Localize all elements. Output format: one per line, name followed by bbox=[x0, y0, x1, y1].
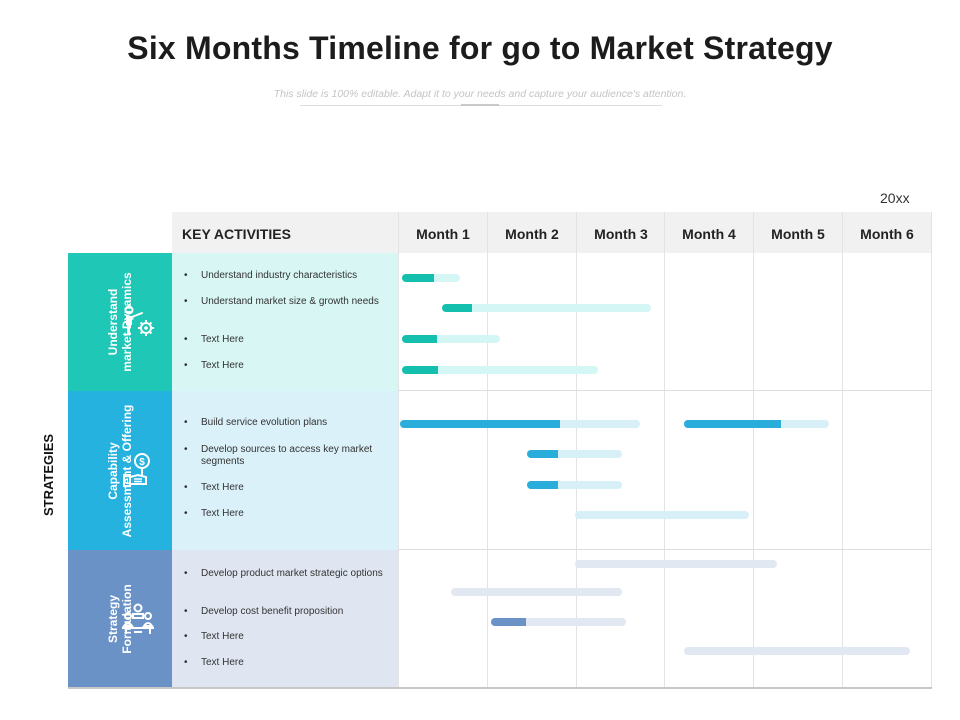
gantt-bar bbox=[683, 420, 829, 428]
grid-line bbox=[842, 212, 843, 688]
activity-item: • Understand market size & growth needs bbox=[184, 296, 391, 308]
gantt-bar bbox=[683, 647, 911, 655]
activity-item: • Understand industry characteristics bbox=[184, 270, 391, 282]
gantt-bar bbox=[574, 511, 749, 519]
row-divider bbox=[398, 390, 932, 391]
gantt-bar bbox=[526, 481, 622, 489]
gantt-bar bbox=[451, 588, 622, 596]
activities-panel-strategy bbox=[172, 550, 398, 688]
activity-text: Develop product market strategic options bbox=[201, 568, 383, 579]
bullet-icon: • bbox=[184, 657, 188, 668]
activity-text: Understand industry characteristics bbox=[201, 270, 358, 281]
gantt-bar bbox=[442, 304, 652, 312]
gantt-bar bbox=[491, 618, 627, 626]
activity-item: • Text Here bbox=[184, 657, 391, 669]
category-understand-market-dynamics: Understand market Dynamics bbox=[68, 253, 172, 391]
activity-item: • Develop product market strategic option… bbox=[184, 568, 391, 580]
gantt-bar-progress bbox=[683, 420, 781, 428]
grid-line bbox=[664, 212, 665, 688]
bullet-icon: • bbox=[184, 334, 188, 345]
activity-text: Develop cost benefit proposition bbox=[201, 606, 344, 617]
year-label: 20xx bbox=[880, 190, 910, 206]
person-gear-icon bbox=[118, 302, 158, 342]
gantt-bar bbox=[574, 560, 778, 568]
header-month-4: Month 4 bbox=[682, 226, 736, 242]
grid-line bbox=[753, 212, 754, 688]
activity-text: Text Here bbox=[201, 360, 244, 371]
header-month-5: Month 5 bbox=[771, 226, 825, 242]
gantt-bar-progress bbox=[442, 304, 472, 312]
activity-item: • Build service evolution plans bbox=[184, 417, 391, 429]
grid-line bbox=[931, 212, 932, 688]
header-month-6: Month 6 bbox=[860, 226, 914, 242]
gantt-bar bbox=[402, 366, 598, 374]
table-header bbox=[172, 212, 932, 253]
activity-text: Text Here bbox=[201, 657, 244, 668]
bullet-icon: • bbox=[184, 508, 188, 519]
activity-item: • Text Here bbox=[184, 508, 391, 520]
gantt-bar bbox=[402, 274, 461, 282]
gantt-bar bbox=[526, 450, 622, 458]
category-capability-assessment: Capability Assessment & Offering $ bbox=[68, 391, 172, 550]
gantt-bar-progress bbox=[402, 366, 438, 374]
gantt-bar-progress bbox=[526, 450, 559, 458]
activity-item: • Text Here bbox=[184, 631, 391, 643]
gantt-bar-progress bbox=[491, 618, 527, 626]
gantt-bar-progress bbox=[402, 274, 435, 282]
team-meeting-icon bbox=[118, 599, 158, 639]
activities-panel-understand bbox=[172, 253, 398, 391]
activity-text: Develop sources to access key market seg… bbox=[201, 444, 373, 467]
bullet-icon: • bbox=[184, 631, 188, 642]
bullet-icon: • bbox=[184, 606, 188, 617]
activity-item: • Text Here bbox=[184, 360, 391, 372]
bullet-icon: • bbox=[184, 270, 188, 281]
activity-item: • Develop sources to access key market se… bbox=[184, 444, 391, 468]
gantt-bar-progress bbox=[526, 481, 559, 489]
activity-item: • Text Here bbox=[184, 482, 391, 494]
bullet-icon: • bbox=[184, 417, 188, 428]
bullet-icon: • bbox=[184, 444, 188, 455]
bullet-icon: • bbox=[184, 296, 188, 307]
bullet-icon: • bbox=[184, 360, 188, 371]
header-month-2: Month 2 bbox=[505, 226, 559, 242]
gantt-bar-progress bbox=[399, 420, 561, 428]
category-strategy-formulation: Strategy Formulation bbox=[68, 550, 172, 688]
activity-item: • Develop cost benefit proposition bbox=[184, 606, 391, 618]
gantt-bar bbox=[402, 335, 501, 343]
subtitle-divider-accent bbox=[461, 104, 499, 106]
bullet-icon: • bbox=[184, 568, 188, 579]
grid-line bbox=[487, 212, 488, 688]
header-month-3: Month 3 bbox=[594, 226, 648, 242]
activity-text: Text Here bbox=[201, 334, 244, 345]
activity-text: Understand market size & growth needs bbox=[201, 296, 379, 307]
activities-panel-capability bbox=[172, 391, 398, 550]
activity-text: Text Here bbox=[201, 631, 244, 642]
slide-title: Six Months Timeline for go to Market Str… bbox=[127, 30, 833, 66]
activity-text: Build service evolution plans bbox=[201, 417, 328, 428]
header-key-activities: KEY ACTIVITIES bbox=[182, 226, 291, 242]
bullet-icon: • bbox=[184, 482, 188, 493]
slide-subtitle: This slide is 100% editable. Adapt it to… bbox=[273, 88, 687, 100]
activity-text: Text Here bbox=[201, 482, 244, 493]
table-bottom-border bbox=[68, 687, 932, 689]
strategies-label: STRATEGIES bbox=[41, 433, 56, 517]
hand-dollar-icon: $ bbox=[118, 451, 158, 491]
header-month-1: Month 1 bbox=[416, 226, 470, 242]
gantt-bar-progress bbox=[402, 335, 437, 343]
grid-line bbox=[398, 212, 399, 688]
row-divider bbox=[398, 549, 932, 550]
activity-text: Text Here bbox=[201, 508, 244, 519]
svg-text:$: $ bbox=[139, 457, 145, 468]
activity-item: • Text Here bbox=[184, 334, 391, 346]
gantt-bar bbox=[399, 420, 640, 428]
